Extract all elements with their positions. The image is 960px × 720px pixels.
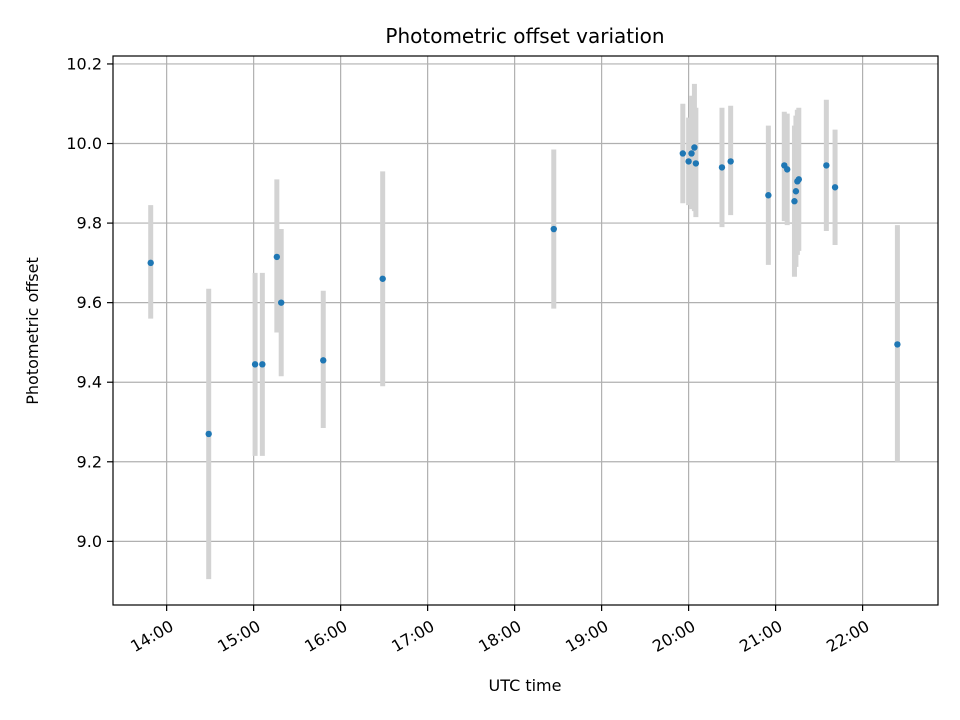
data-point	[692, 160, 700, 167]
plot-frame	[112, 55, 939, 606]
data-points	[147, 144, 901, 438]
data-point	[550, 225, 557, 233]
data-point	[823, 162, 830, 169]
y-tick-label: 9.4	[77, 373, 102, 392]
data-point	[727, 158, 734, 165]
data-point	[831, 184, 839, 191]
data-point	[147, 259, 154, 267]
y-axis-ticks: 9.0 9.2 9.4 9.6 9.8 10.0 10.2	[66, 54, 113, 551]
data-point	[259, 361, 266, 368]
data-point	[320, 357, 327, 364]
y-axis-label: Photometric offset	[23, 257, 42, 405]
data-point	[791, 198, 798, 205]
data-point	[379, 275, 386, 282]
data-point	[795, 176, 803, 183]
y-tick-label: 9.8	[77, 214, 102, 233]
data-point	[765, 192, 772, 199]
data-point	[894, 341, 901, 348]
y-tick-label: 10.0	[66, 134, 102, 153]
y-tick-label: 10.2	[66, 54, 102, 73]
data-point	[205, 430, 212, 438]
data-point	[688, 150, 695, 157]
x-axis-label: UTC time	[489, 676, 562, 695]
data-point	[718, 164, 726, 171]
data-point	[251, 361, 259, 368]
data-point	[691, 144, 698, 151]
y-tick-label: 9.6	[77, 293, 102, 312]
data-point	[685, 158, 692, 165]
data-point	[273, 253, 281, 261]
chart-title: Photometric offset variation	[385, 24, 664, 48]
y-tick-label: 9.2	[77, 452, 102, 471]
data-point	[784, 166, 791, 173]
data-point	[277, 299, 285, 306]
data-point	[792, 188, 800, 195]
data-point	[679, 150, 687, 157]
y-tick-label: 9.0	[77, 532, 102, 551]
